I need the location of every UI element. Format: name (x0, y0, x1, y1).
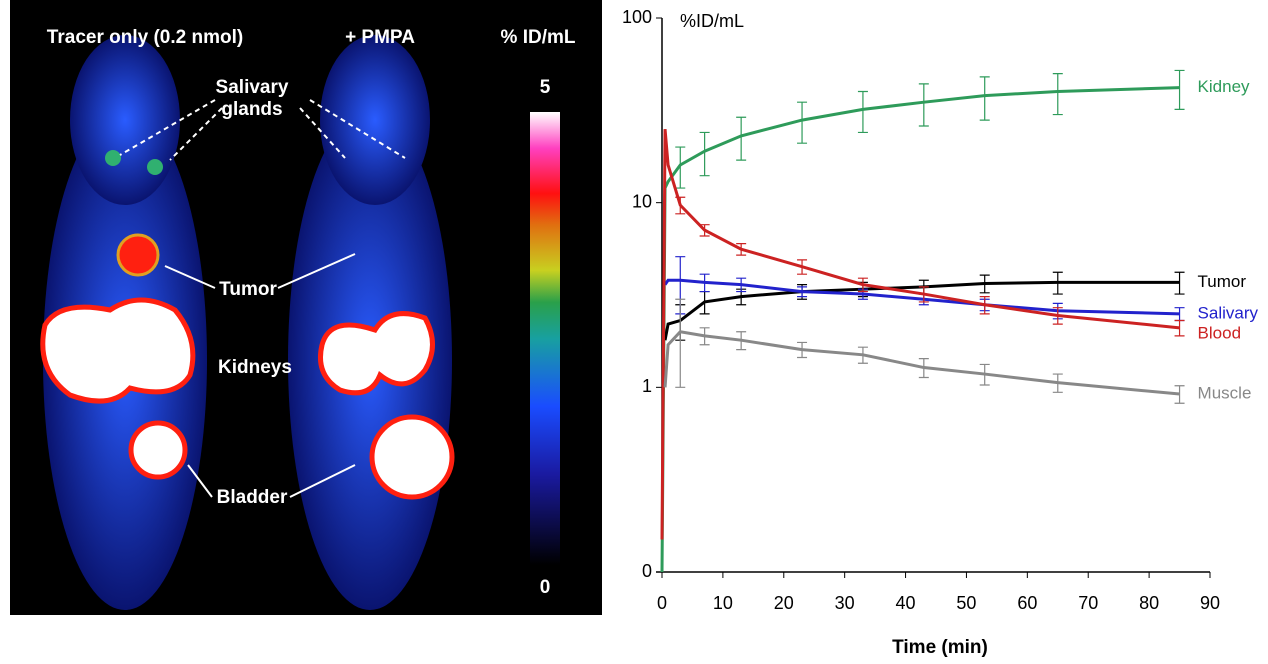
x-tick-label: 60 (1017, 593, 1037, 613)
x-tick-label: 90 (1200, 593, 1220, 613)
bladder-spot (128, 420, 188, 480)
error-bar (1174, 385, 1185, 404)
error-bar (797, 101, 808, 144)
error-bar (918, 83, 929, 127)
x-tick-label: 70 (1078, 593, 1098, 613)
y-tick-label: 1 (642, 376, 652, 396)
series-label: Blood (1198, 323, 1241, 342)
y-tick-label: 100 (622, 7, 652, 27)
kidney-spot (40, 297, 196, 404)
arrows (119, 99, 406, 498)
panel-title: % ID/mL (501, 27, 576, 48)
x-tick-label: 80 (1139, 593, 1159, 613)
annotation: Tumor (219, 279, 277, 300)
error-bar (1174, 271, 1185, 295)
annotation: Kidneys (218, 357, 292, 378)
error-bar (857, 90, 868, 134)
error-bar (1174, 69, 1185, 110)
y-tick-label: 10 (632, 191, 652, 211)
tumor-spot (116, 233, 160, 277)
x-tick-label: 30 (835, 593, 855, 613)
gland (147, 159, 163, 175)
error-bar (1174, 319, 1185, 337)
error-bar (675, 298, 686, 388)
colorbar (530, 112, 560, 565)
x-tick-label: 10 (713, 593, 733, 613)
mouse-head (320, 35, 430, 205)
gland (105, 150, 121, 166)
error-bar (736, 116, 747, 161)
error-bar (1052, 72, 1063, 116)
bladder-spot (369, 414, 455, 500)
mouse-head (70, 35, 180, 205)
colorbar-max: 5 (540, 77, 551, 98)
error-bar (699, 131, 710, 177)
annotation: glands (221, 99, 282, 120)
kidney-spot (318, 311, 435, 396)
series-label: Tumor (1198, 272, 1247, 291)
colorbar-min: 0 (540, 577, 551, 598)
error-bar (675, 146, 686, 189)
pet-image: Tracer only (0.2 nmol) + PMPA % ID/mL 5 … (10, 0, 602, 615)
series-label: Salivary (1198, 303, 1259, 322)
y-axis-label: %ID/mL (680, 11, 744, 31)
y-tick-label: 0 (642, 561, 652, 581)
series-line (663, 330, 1180, 396)
series-line (663, 278, 1180, 316)
series-line (660, 129, 1180, 540)
series-label: Kidney (1198, 77, 1250, 96)
x-tick-label: 0 (657, 593, 667, 613)
annotation: Salivary (216, 77, 289, 98)
x-tick-label: 20 (774, 593, 794, 613)
series-line (660, 86, 1180, 573)
x-tick-label: 40 (896, 593, 916, 613)
series-label: Muscle (1198, 384, 1252, 403)
panel-title: Tracer only (0.2 nmol) (47, 27, 243, 48)
error-bar (979, 76, 990, 121)
panel-title: + PMPA (345, 27, 415, 48)
annotation: Bladder (217, 487, 288, 508)
x-tick-label: 50 (956, 593, 976, 613)
x-axis-label: Time (min) (892, 637, 988, 658)
